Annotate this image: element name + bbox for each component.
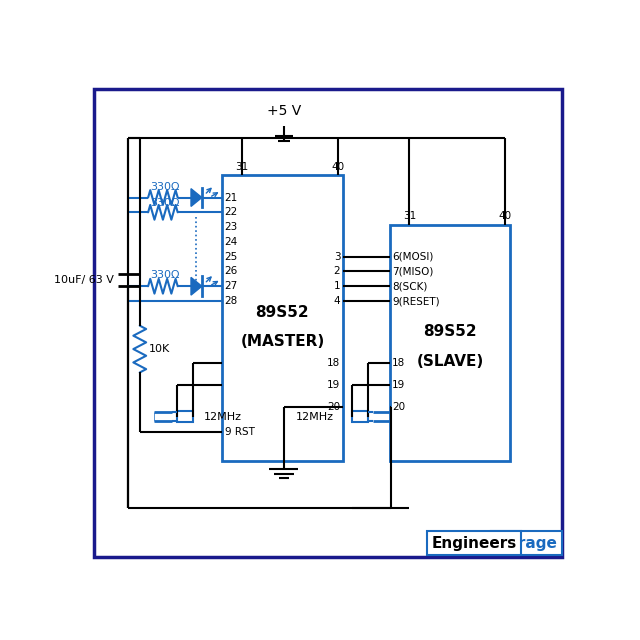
Text: 22: 22 — [225, 207, 238, 218]
Text: 23: 23 — [225, 222, 238, 232]
Text: 25: 25 — [225, 252, 238, 262]
Text: 31: 31 — [235, 162, 248, 172]
Text: 10uF/ 63 V: 10uF/ 63 V — [54, 275, 114, 285]
FancyBboxPatch shape — [352, 412, 368, 422]
Polygon shape — [191, 189, 202, 207]
Text: 19: 19 — [327, 380, 340, 390]
Text: 40: 40 — [332, 162, 344, 172]
Text: 24: 24 — [225, 237, 238, 247]
Text: 26: 26 — [225, 266, 238, 276]
Text: 330Ω: 330Ω — [150, 270, 180, 280]
Text: 89S52: 89S52 — [423, 324, 477, 339]
Polygon shape — [191, 277, 202, 295]
Text: 1: 1 — [333, 281, 340, 291]
Text: 31: 31 — [403, 211, 416, 221]
Text: 40: 40 — [499, 211, 512, 221]
Text: 330Ω: 330Ω — [150, 182, 180, 192]
Text: 10K: 10K — [148, 344, 170, 354]
Text: 6(MOSI): 6(MOSI) — [392, 252, 433, 262]
Text: 8(SCK): 8(SCK) — [392, 281, 428, 291]
Text: 27: 27 — [225, 281, 238, 291]
Text: 12MHz: 12MHz — [204, 412, 242, 422]
Text: 3: 3 — [333, 252, 340, 262]
Text: (SLAVE): (SLAVE) — [417, 355, 484, 369]
Text: +5 V: +5 V — [266, 104, 301, 118]
Text: 89S52: 89S52 — [255, 305, 309, 320]
Text: 9(RESET): 9(RESET) — [392, 296, 440, 306]
Text: 12MHz: 12MHz — [296, 412, 334, 422]
FancyBboxPatch shape — [177, 412, 193, 422]
Text: 18: 18 — [327, 358, 340, 367]
Text: Garage: Garage — [495, 536, 557, 551]
Text: 18: 18 — [392, 358, 405, 367]
Text: 7(MISO): 7(MISO) — [392, 266, 433, 276]
Text: 19: 19 — [392, 380, 405, 390]
Text: Engineers: Engineers — [431, 536, 516, 551]
Text: 4: 4 — [333, 296, 340, 306]
Text: 20: 20 — [392, 402, 405, 412]
Text: 20: 20 — [327, 402, 340, 412]
Text: (MASTER): (MASTER) — [240, 333, 324, 349]
Text: 2: 2 — [333, 266, 340, 276]
Text: 9 RST: 9 RST — [225, 427, 254, 436]
Text: 330Ω: 330Ω — [150, 198, 180, 209]
Text: 21: 21 — [225, 193, 238, 202]
Text: 28: 28 — [225, 296, 238, 306]
